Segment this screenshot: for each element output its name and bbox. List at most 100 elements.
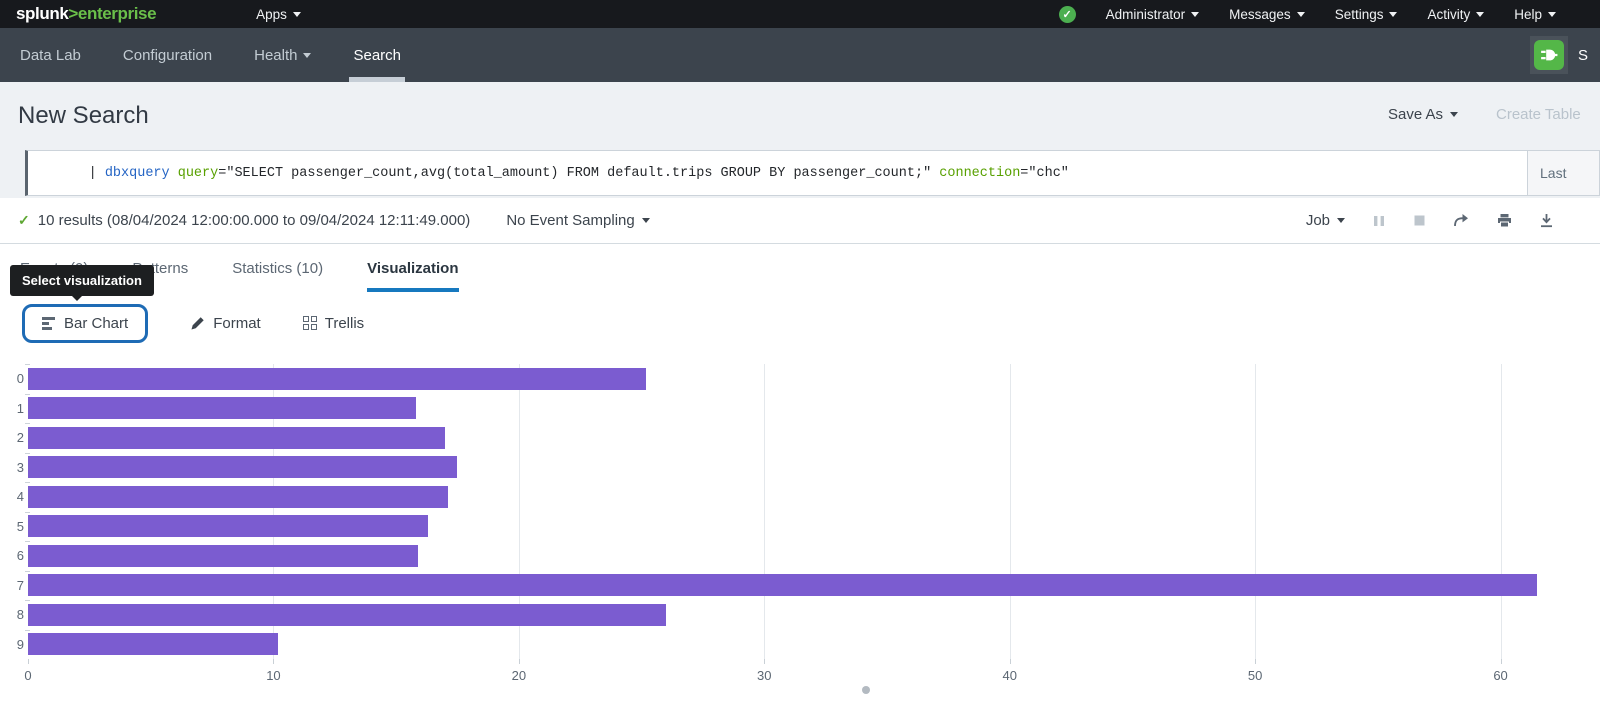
chart-row bbox=[28, 630, 1584, 660]
bar-7[interactable] bbox=[28, 574, 1538, 597]
y-axis-label: 4 bbox=[16, 489, 24, 505]
x-axis-label: 50 bbox=[1247, 668, 1263, 683]
chart-section: 0 1 2 3 4 5 6 7 8 9 0 10 20 30 40 50 60 bbox=[0, 354, 1600, 708]
tab-statistics-label: Statistics (10) bbox=[232, 259, 324, 277]
results-bar: ✓ 10 results (08/04/2024 12:00:00.000 to… bbox=[0, 198, 1600, 244]
menu-help-label: Help bbox=[1514, 6, 1542, 22]
y-axis-label: 1 bbox=[16, 400, 24, 416]
menu-messages[interactable]: Messages bbox=[1229, 7, 1305, 22]
event-sampling-menu[interactable]: No Event Sampling bbox=[506, 212, 650, 229]
query-param-query: query bbox=[177, 165, 219, 181]
chart-row bbox=[28, 482, 1584, 512]
y-axis-tick bbox=[25, 482, 30, 483]
create-table-button[interactable]: Create Table bbox=[1496, 106, 1581, 123]
tab-visualization-label: Visualization bbox=[367, 259, 459, 277]
y-axis-label: 6 bbox=[16, 548, 24, 564]
bar-9[interactable] bbox=[28, 633, 279, 656]
print-icon[interactable] bbox=[1497, 213, 1512, 228]
chart-type-label: Bar Chart bbox=[64, 314, 129, 332]
tab-visualization[interactable]: Visualization bbox=[367, 244, 459, 292]
save-as-button[interactable]: Save As bbox=[1388, 106, 1459, 123]
check-icon: ✓ bbox=[18, 212, 30, 228]
health-check-icon[interactable]: ✓ bbox=[1058, 5, 1076, 23]
chevron-down-icon bbox=[1476, 11, 1485, 17]
y-axis-label: 2 bbox=[16, 430, 24, 446]
nav-item-data-lab[interactable]: Data Lab bbox=[20, 28, 81, 82]
plug-icon bbox=[1533, 40, 1564, 70]
bar-2[interactable] bbox=[28, 426, 446, 449]
menu-settings[interactable]: Settings bbox=[1335, 7, 1398, 22]
menu-settings-label: Settings bbox=[1334, 6, 1384, 22]
gridline bbox=[1255, 364, 1257, 659]
bar-1[interactable] bbox=[28, 397, 416, 420]
job-label: Job bbox=[1305, 212, 1330, 229]
nav-item-search[interactable]: Search bbox=[349, 28, 406, 82]
menu-help[interactable]: Help bbox=[1514, 7, 1556, 22]
gridline bbox=[1009, 364, 1011, 659]
x-axis-tick bbox=[28, 659, 29, 664]
bar-0[interactable] bbox=[28, 367, 647, 390]
download-icon[interactable] bbox=[1539, 213, 1554, 228]
job-menu[interactable]: Job bbox=[1306, 212, 1345, 229]
bar-8[interactable] bbox=[28, 603, 667, 626]
chart-row bbox=[28, 394, 1584, 424]
gridline bbox=[1500, 364, 1502, 659]
share-icon[interactable] bbox=[1453, 213, 1470, 228]
y-axis-label: 9 bbox=[16, 636, 24, 652]
scroll-indicator-dot[interactable] bbox=[862, 686, 870, 694]
apps-menu[interactable]: Apps bbox=[256, 7, 301, 22]
y-axis-tick bbox=[25, 629, 30, 631]
query-command: dbxquery bbox=[104, 165, 170, 181]
logo-enterprise: enterprise bbox=[77, 4, 157, 23]
app-icon-box[interactable] bbox=[1529, 36, 1568, 74]
chart-type-button[interactable]: Bar Chart bbox=[22, 303, 149, 343]
pencil-icon bbox=[191, 316, 204, 329]
bar-4[interactable] bbox=[28, 485, 448, 508]
format-label: Format bbox=[213, 314, 261, 332]
search-bar[interactable]: | dbxquery query="SELECT passenger_count… bbox=[25, 150, 1600, 196]
chart-row bbox=[28, 541, 1584, 571]
x-axis-tick bbox=[1255, 659, 1257, 664]
time-range-picker[interactable]: Last bbox=[1527, 151, 1599, 195]
menu-administrator[interactable]: Administrator bbox=[1106, 7, 1200, 22]
trellis-button[interactable]: Trellis bbox=[302, 315, 364, 332]
bar-5[interactable] bbox=[28, 515, 429, 538]
gridline bbox=[273, 364, 275, 659]
bar-chart: 0 1 2 3 4 5 6 7 8 9 0 10 20 30 40 50 60 bbox=[8, 364, 1600, 693]
query-space bbox=[170, 166, 178, 181]
chart-row bbox=[28, 423, 1584, 453]
bar-3[interactable] bbox=[28, 456, 458, 479]
format-button[interactable]: Format bbox=[190, 315, 261, 332]
stop-icon[interactable] bbox=[1413, 214, 1426, 227]
x-axis-label: 20 bbox=[511, 668, 527, 683]
nav-item-health[interactable]: Health bbox=[254, 28, 312, 82]
event-sampling-label: No Event Sampling bbox=[506, 212, 635, 229]
query-param-connection: connection bbox=[939, 165, 1021, 181]
trellis-grid-icon bbox=[302, 316, 317, 330]
splunk-logo[interactable]: splunk > enterprise bbox=[16, 4, 157, 24]
x-axis-tick bbox=[1500, 659, 1502, 664]
query-pipe: | bbox=[88, 165, 105, 181]
job-controls: Job bbox=[1306, 212, 1554, 229]
bar-chart-icon bbox=[42, 316, 55, 330]
y-axis-label: 7 bbox=[16, 577, 24, 593]
chevron-down-icon bbox=[1296, 11, 1305, 17]
x-axis-label: 30 bbox=[757, 668, 772, 683]
viz-controls: Bar Chart Format Trellis bbox=[0, 292, 1600, 354]
chart-row bbox=[28, 453, 1584, 483]
y-axis-tick bbox=[25, 511, 30, 513]
nav-item-configuration[interactable]: Configuration bbox=[123, 28, 212, 82]
x-axis-label: 60 bbox=[1493, 668, 1508, 683]
pause-icon[interactable] bbox=[1372, 214, 1386, 228]
bar-6[interactable] bbox=[28, 544, 419, 567]
tab-statistics[interactable]: Statistics (10) bbox=[232, 244, 323, 292]
navbar-right: S bbox=[1529, 36, 1588, 74]
results-status-text: 10 results (08/04/2024 12:00:00.000 to 0… bbox=[37, 212, 471, 229]
search-query-input[interactable]: | dbxquery query="SELECT passenger_count… bbox=[28, 151, 1527, 196]
topbar-right: ✓ Administrator Messages Settings Activi… bbox=[1058, 5, 1556, 23]
menu-activity[interactable]: Activity bbox=[1427, 7, 1485, 22]
y-axis-label: 0 bbox=[16, 371, 24, 387]
search-header: New Search Save As Create Table | dbxque… bbox=[0, 82, 1600, 198]
chart-row bbox=[28, 571, 1584, 601]
